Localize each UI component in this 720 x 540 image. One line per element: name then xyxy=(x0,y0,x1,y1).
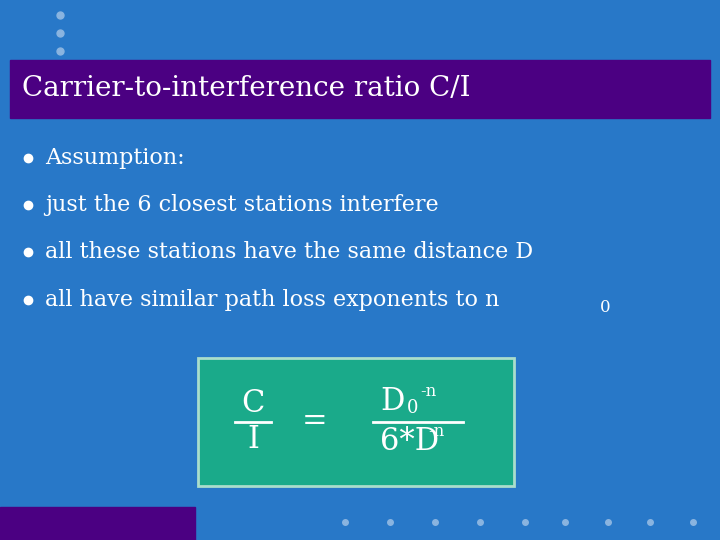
Bar xyxy=(10,60,710,118)
Text: D: D xyxy=(380,387,405,417)
Text: just the 6 closest stations interfere: just the 6 closest stations interfere xyxy=(45,194,438,216)
Bar xyxy=(198,358,514,486)
Text: C: C xyxy=(241,388,265,420)
Text: =: = xyxy=(302,407,328,437)
Text: all these stations have the same distance D: all these stations have the same distanc… xyxy=(45,241,533,263)
Text: 0: 0 xyxy=(407,399,418,417)
Text: -n: -n xyxy=(420,383,436,401)
Text: 0: 0 xyxy=(600,299,611,315)
Text: I: I xyxy=(247,424,259,456)
Text: Assumption:: Assumption: xyxy=(45,147,184,169)
Text: all have similar path loss exponents to n: all have similar path loss exponents to … xyxy=(45,289,500,311)
Bar xyxy=(0,507,195,540)
Text: -n: -n xyxy=(428,423,444,441)
Text: 6*D: 6*D xyxy=(380,427,439,457)
Text: Carrier-to-interference ratio C/I: Carrier-to-interference ratio C/I xyxy=(22,76,470,103)
